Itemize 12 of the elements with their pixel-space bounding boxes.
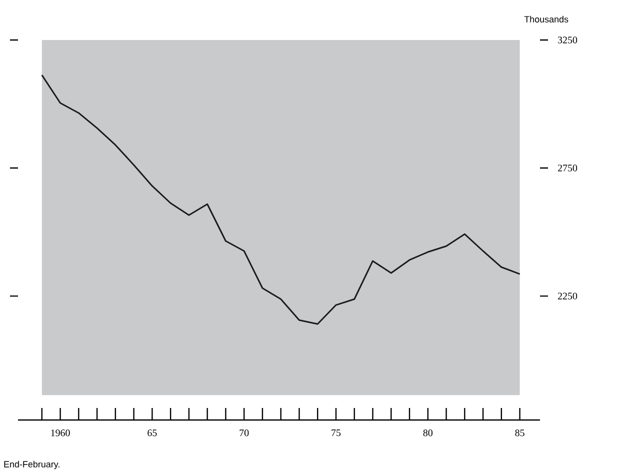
- x-tick-label: 1960: [51, 430, 70, 436]
- x-tick-label: 75: [332, 430, 341, 436]
- y-tick-label: 2250: [558, 292, 578, 300]
- x-tick-label: 85: [515, 430, 524, 436]
- text: End-February.: [4, 460, 60, 470]
- x-tick-label: 80: [423, 430, 432, 436]
- y-axis-title: Thousands: [524, 16, 568, 22]
- line-series: [41, 74, 521, 325]
- y-tick-label: 2750: [558, 164, 578, 172]
- x-tick-label: 70: [240, 430, 249, 436]
- x-tick-label: 65: [148, 430, 157, 436]
- y-tick-label: 3250: [558, 36, 578, 44]
